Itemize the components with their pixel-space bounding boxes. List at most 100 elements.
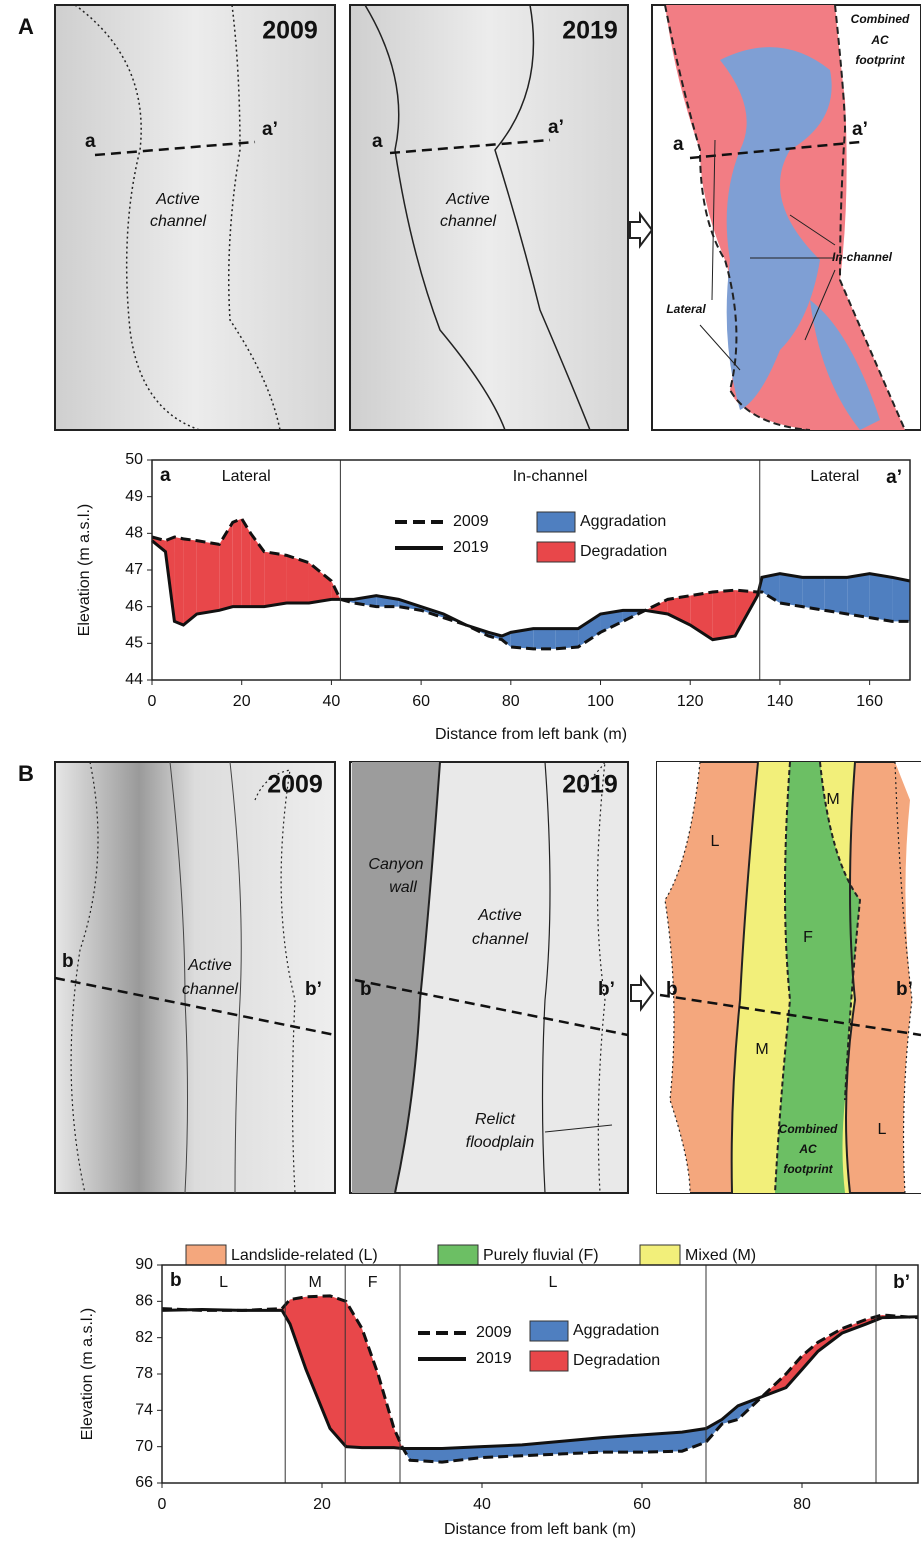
zone-label: In-channel <box>513 468 588 485</box>
map-label: Combined <box>779 1122 838 1136</box>
legend-label: 2009 <box>476 1324 512 1341</box>
legend-swatch <box>437 1244 479 1266</box>
section-label: a <box>372 131 383 152</box>
section-label: b’ <box>598 979 615 1000</box>
change-area <box>286 555 309 603</box>
legend-swatch <box>529 1320 569 1342</box>
y-tick-label: 49 <box>125 488 143 505</box>
x-tick-label: 80 <box>502 693 520 710</box>
year: 2019 <box>562 771 618 799</box>
change-area <box>330 1295 346 1447</box>
map-label: M <box>826 791 839 808</box>
y-tick-label: 78 <box>135 1365 153 1382</box>
x-tick-label: 140 <box>767 693 794 710</box>
legend-label: 2009 <box>453 513 489 530</box>
change-area <box>482 1444 522 1458</box>
legend-label: Purely fluvial (F) <box>483 1247 599 1264</box>
change-area <box>410 1448 442 1463</box>
map-label: AC <box>870 33 889 47</box>
map-2019: 2019 a a’ Active channel <box>349 4 629 431</box>
change-area <box>331 581 341 600</box>
profile-line <box>151 539 911 642</box>
x-tick-label: 60 <box>633 1496 651 1513</box>
x-tick-label: 60 <box>412 693 430 710</box>
x-tick-label: 20 <box>233 693 251 710</box>
map-label: L <box>878 1121 887 1138</box>
change-area <box>196 540 220 614</box>
section-label: a’ <box>548 117 564 138</box>
y-axis-title: Elevation (m a.s.l.) <box>79 1308 96 1440</box>
change-area <box>264 551 287 607</box>
change-area <box>802 1342 818 1370</box>
change-area <box>602 1434 642 1453</box>
map-label: Active <box>477 907 522 924</box>
map-label: footprint <box>855 53 905 67</box>
change-area <box>510 628 534 649</box>
change-area <box>555 628 579 649</box>
map-label: wall <box>389 879 417 896</box>
legend-label: Aggradation <box>580 513 666 530</box>
change-area <box>533 628 556 649</box>
map-label: Active <box>155 191 200 208</box>
map-label: footprint <box>783 1162 833 1176</box>
x-tick-label: 20 <box>313 1496 331 1513</box>
change-area <box>306 1295 330 1429</box>
change-area <box>869 573 893 622</box>
y-axis-title: Elevation (m a.s.l.) <box>76 504 93 636</box>
section-label: b <box>62 951 74 972</box>
change-area <box>682 1428 706 1452</box>
change-area <box>232 518 242 607</box>
section-label: b <box>360 979 372 1000</box>
map-label: Relict <box>475 1111 516 1128</box>
change-area <box>847 573 870 618</box>
arrow <box>629 211 654 249</box>
change-area <box>802 577 825 611</box>
map-label: floodplain <box>466 1134 535 1151</box>
legend-label: Aggradation <box>573 1322 659 1339</box>
change-area <box>667 595 691 625</box>
map-combined: Combined AC footprint a a’ In-channel La… <box>651 4 921 431</box>
year: 2019 <box>562 17 618 45</box>
legend-swatch <box>536 511 576 533</box>
x-tick-label: 120 <box>677 693 704 710</box>
profile-line <box>161 1308 919 1450</box>
change-area <box>174 537 184 625</box>
y-tick-label: 86 <box>135 1293 153 1310</box>
change-area <box>290 1296 306 1370</box>
change-area <box>786 1355 802 1388</box>
map-combined: L M F b b’ M Combined AC footprint L <box>656 761 921 1194</box>
change-area <box>824 577 848 614</box>
change-area <box>761 573 780 603</box>
legend-label: 2019 <box>453 539 489 556</box>
map-2009: 2009 a a’ Active channel <box>54 4 336 431</box>
x-tick-label: 80 <box>793 1496 811 1513</box>
map-label: channel <box>472 931 528 948</box>
change-area <box>578 614 601 647</box>
corner-label: a’ <box>886 467 902 488</box>
legend-label: Landslide-related (L) <box>231 1247 378 1264</box>
section-label: b <box>666 979 678 1000</box>
legend-swatch <box>639 1244 681 1266</box>
zone-label: L <box>219 1274 228 1291</box>
map-label: Canyon <box>368 856 423 873</box>
y-tick-label: 74 <box>135 1402 153 1419</box>
x-tick-label: 160 <box>856 693 883 710</box>
x-axis-title: Distance from left bank (m) <box>444 1521 636 1538</box>
y-tick-label: 46 <box>125 598 143 615</box>
map-label: M <box>755 1041 768 1058</box>
map-2019: 2019 Canyon wall Active channel b b’ Rel… <box>349 761 629 1194</box>
legend-label: Degradation <box>573 1352 660 1369</box>
map-2009: 2009 b b’ Active channel <box>54 761 336 1194</box>
y-tick-label: 50 <box>125 451 143 468</box>
legend-swatch <box>185 1244 227 1266</box>
change-area <box>346 1301 362 1448</box>
zone-label: Lateral <box>810 468 859 485</box>
arrow <box>630 974 655 1012</box>
change-area <box>712 590 736 640</box>
map-label: Combined <box>851 12 910 26</box>
section-label: a’ <box>262 119 278 140</box>
y-tick-label: 48 <box>125 525 143 542</box>
y-tick-label: 82 <box>135 1329 153 1346</box>
map-label: F <box>803 929 813 946</box>
